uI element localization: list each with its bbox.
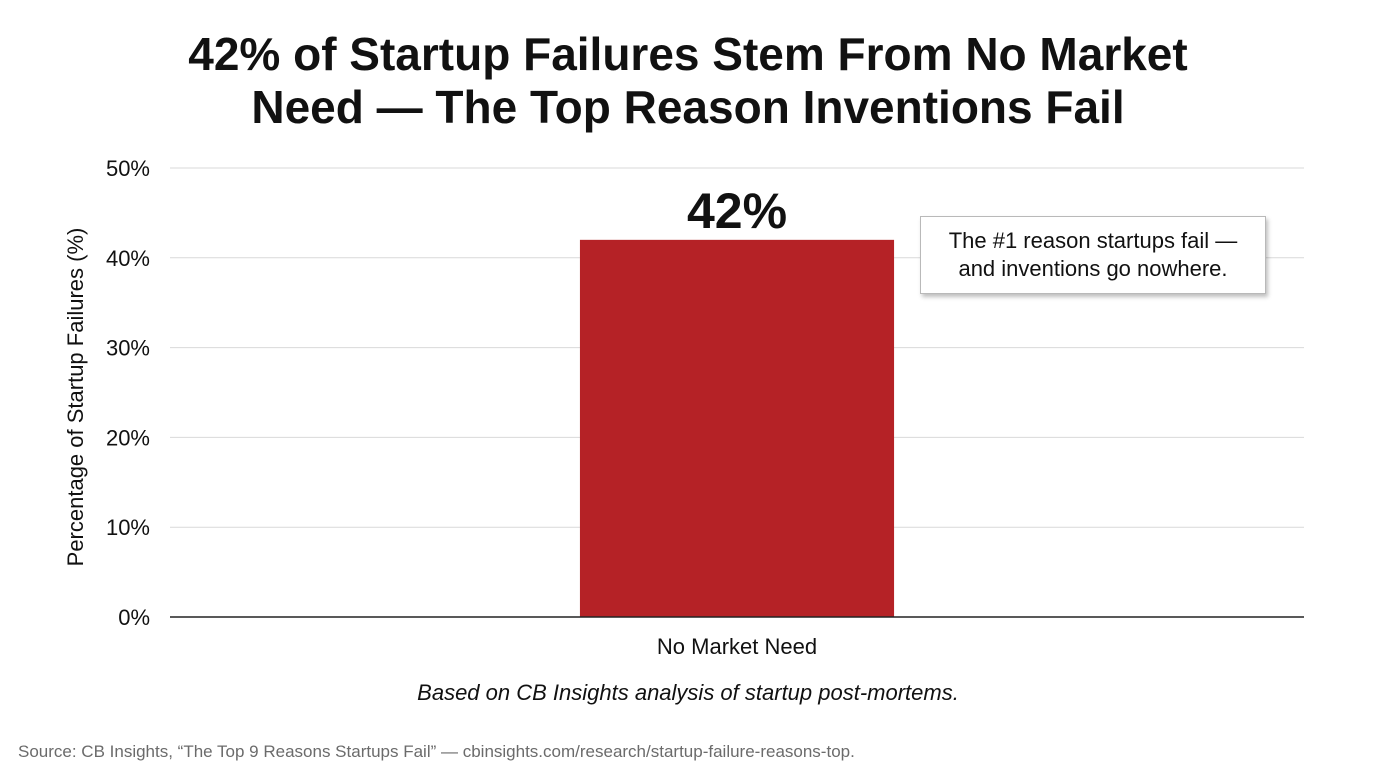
- y-tick-label: 30%: [106, 336, 150, 361]
- chart-title-line-1: 42% of Startup Failures Stem From No Mar…: [188, 28, 1188, 80]
- y-tick-label: 10%: [106, 515, 150, 540]
- x-axis-categories: No Market Need: [657, 634, 817, 659]
- x-category-label: No Market Need: [657, 634, 817, 659]
- bar: [579, 239, 895, 617]
- bar-data-label: 42%: [687, 183, 787, 239]
- source-citation: Source: CB Insights, “The Top 9 Reasons …: [18, 742, 855, 761]
- y-axis-ticks: 0% 10% 20% 30% 40% 50%: [106, 156, 150, 630]
- y-tick-label: 40%: [106, 246, 150, 271]
- bars: 42%: [579, 183, 895, 617]
- analysis-note: Based on CB Insights analysis of startup…: [417, 680, 959, 705]
- y-tick-label: 50%: [106, 156, 150, 181]
- callout-line-1: The #1 reason startups fail —: [948, 228, 1238, 253]
- callout-line-2: and inventions go nowhere.: [958, 256, 1228, 281]
- chart-title-line-2: Need — The Top Reason Inventions Fail: [251, 81, 1125, 133]
- y-axis-label: Percentage of Startup Failures (%): [63, 227, 88, 567]
- y-tick-label: 20%: [106, 425, 150, 450]
- y-tick-label: 0%: [118, 605, 150, 630]
- chart-title: 42% of Startup Failures Stem From No Mar…: [100, 28, 1276, 134]
- annotation-callout: The #1 reason startups fail — and invent…: [920, 216, 1266, 294]
